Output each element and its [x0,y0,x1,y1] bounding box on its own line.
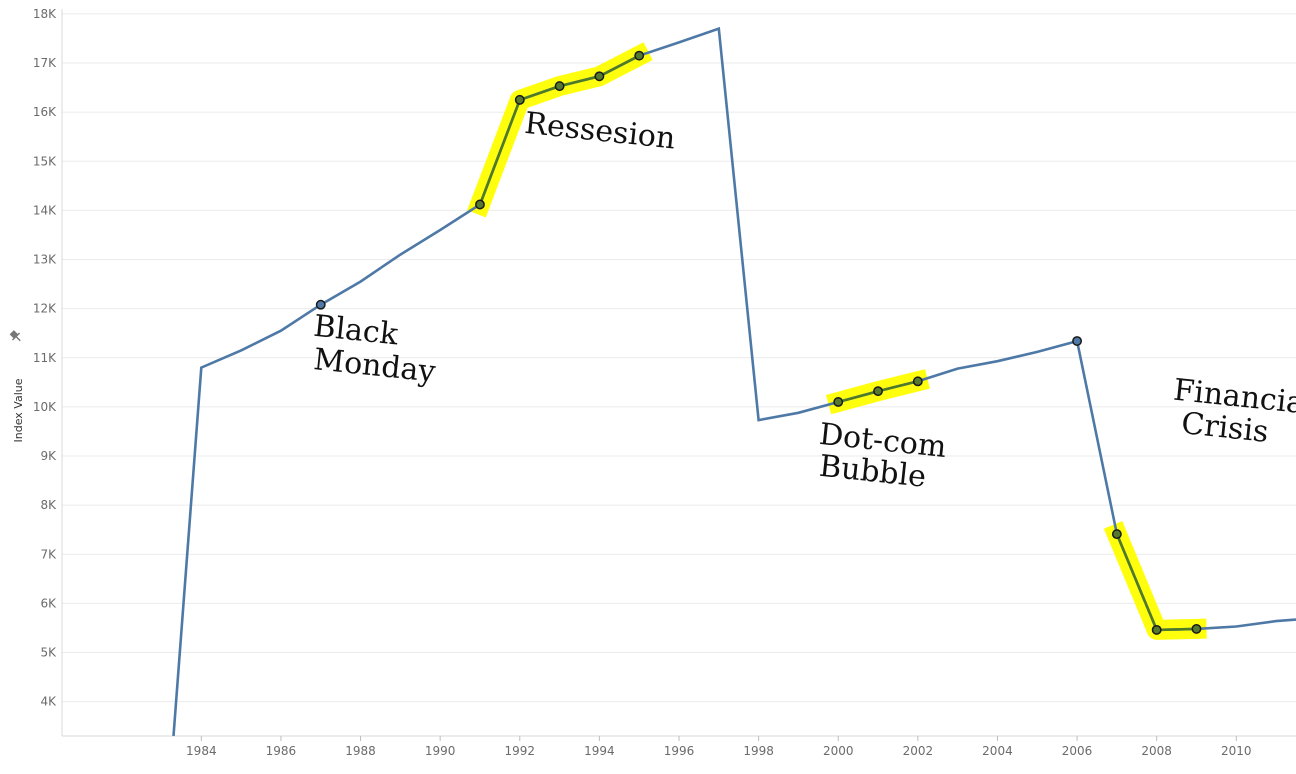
x-tick-label: 1986 [266,744,297,758]
x-tick-label: 1992 [505,744,536,758]
x-tick-label: 2002 [903,744,934,758]
y-tick-label: 16K [33,105,57,119]
data-point-marker [555,82,563,90]
data-point-marker [317,301,325,309]
pin-icon [8,329,24,345]
data-point-marker [1073,337,1081,345]
data-point-marker [635,51,643,59]
y-tick-label: 10K [33,400,57,414]
y-tick-label: 9K [40,449,57,463]
x-tick-label: 2008 [1141,744,1172,758]
pin-icon-needle [16,337,20,341]
x-tick-label: 1984 [186,744,217,758]
data-point-marker [914,377,922,385]
x-tick-label: 2010 [1221,744,1252,758]
y-tick-label: 17K [33,56,57,70]
data-point-marker [476,200,484,208]
y-tick-label: 11K [33,351,57,365]
data-point-marker [874,387,882,395]
x-tick-label: 2004 [982,744,1013,758]
data-point-marker [516,96,524,104]
data-point-marker [1113,530,1121,538]
y-tick-label: 8K [40,498,57,512]
y-tick-label: 14K [33,203,57,217]
y-tick-label: 5K [40,645,57,659]
y-tick-label: 13K [33,253,57,267]
series-layer [174,29,1296,736]
annotation-label: Monday [312,342,437,390]
x-tick-label: 2006 [1062,744,1093,758]
annotation-layer: BlackMondayRessesionDot-comBubbleFinanci… [312,106,1296,495]
highlight-stroke [1117,534,1197,630]
data-point-marker [834,398,842,406]
grid-layer [62,14,1296,702]
y-tick-label: 15K [33,154,57,168]
data-point-marker [1152,626,1160,634]
x-tick-label: 1998 [743,744,774,758]
y-tick-label: 4K [40,695,57,709]
y-tick-label: 6K [40,596,57,610]
series-line [174,29,1296,736]
y-tick-label: 18K [33,7,57,21]
annotation-label: Ressesion [523,106,677,157]
data-point-marker [1192,625,1200,633]
x-tick-label: 2000 [823,744,854,758]
x-tick-label: 1990 [425,744,456,758]
y-axis-title: Index Value [12,378,25,442]
y-tick-label: 12K [33,302,57,316]
x-tick-label: 1994 [584,744,615,758]
x-tick-label: 1988 [345,744,376,758]
x-tick-label: 1996 [664,744,695,758]
data-point-marker [595,72,603,80]
y-tick-label: 7K [40,547,57,561]
